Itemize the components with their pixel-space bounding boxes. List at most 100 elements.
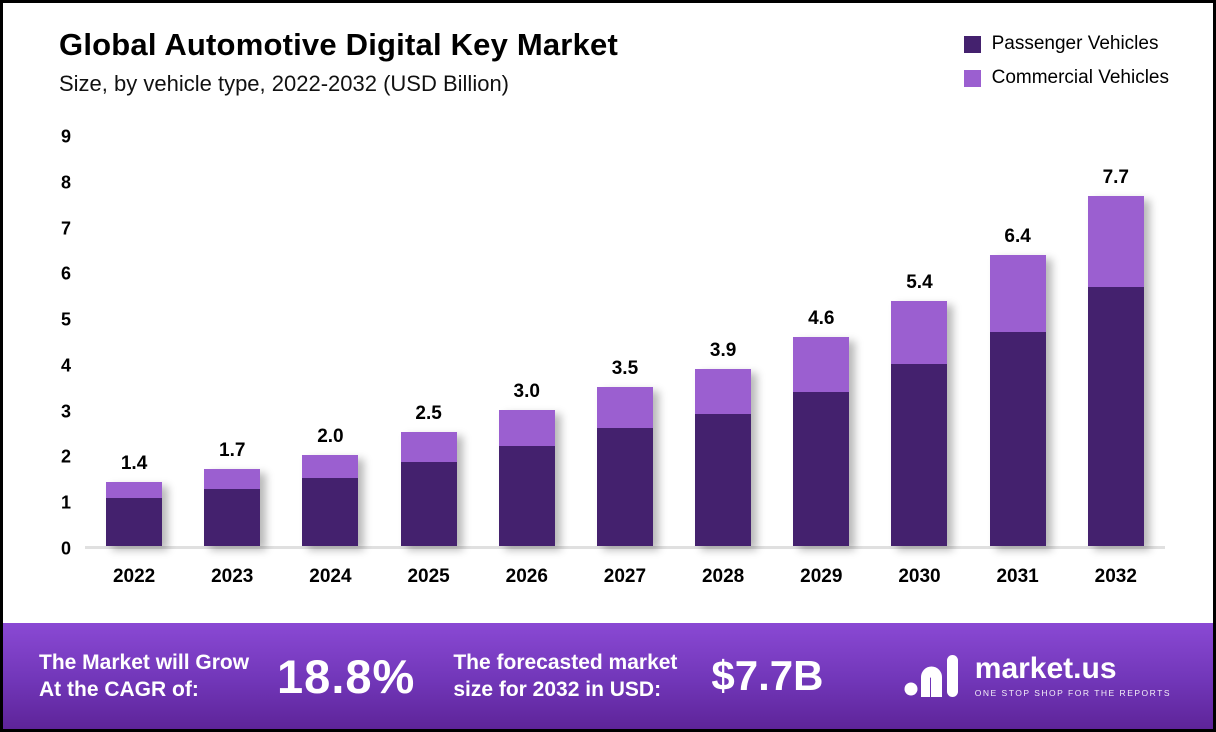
bar-segment-passenger bbox=[106, 498, 163, 546]
brand-block: market.us ONE STOP SHOP FOR THE REPORTS bbox=[904, 651, 1177, 702]
footer-banner: The Market will Grow At the CAGR of: 18.… bbox=[3, 623, 1213, 729]
stacked-bar bbox=[891, 300, 948, 546]
bar-segment-commercial bbox=[302, 455, 359, 478]
y-tick-label: 5 bbox=[60, 309, 71, 330]
cagr-value: 18.8% bbox=[277, 649, 416, 703]
y-tick-label: 3 bbox=[60, 401, 71, 422]
bar-segment-commercial bbox=[106, 482, 163, 499]
x-axis-label: 2029 bbox=[800, 566, 843, 587]
bar-group: 2.0 2024 bbox=[302, 137, 359, 587]
y-tick-label: 0 bbox=[60, 538, 71, 559]
bar-group: 3.5 2027 bbox=[596, 137, 653, 587]
plot-area: 1.4 2022 1.7 2023 2.0 2024 2.5 2025 3.0 2026 3.5 20… bbox=[85, 137, 1165, 587]
legend-swatch-passenger-icon bbox=[963, 35, 981, 53]
bar-total-label: 2.0 bbox=[317, 426, 344, 448]
stacked-bar bbox=[204, 468, 261, 546]
y-tick-label: 7 bbox=[60, 218, 71, 239]
legend-item-passenger: Passenger Vehicles bbox=[963, 33, 1169, 55]
bar-segment-passenger bbox=[498, 446, 555, 546]
stacked-bar bbox=[596, 386, 653, 546]
x-axis-label: 2030 bbox=[898, 566, 941, 587]
bar-segment-passenger bbox=[793, 391, 850, 546]
bar-segment-commercial bbox=[989, 255, 1046, 333]
bar-total-label: 1.4 bbox=[120, 453, 148, 475]
bar-segment-passenger bbox=[891, 364, 948, 546]
stacked-bar bbox=[498, 409, 555, 546]
bar-segment-passenger bbox=[989, 332, 1046, 546]
forecast-value: $7.7B bbox=[711, 652, 824, 699]
bar-group: 1.4 2022 bbox=[106, 137, 163, 587]
bar-segment-passenger bbox=[302, 477, 359, 546]
stacked-bar bbox=[989, 255, 1046, 546]
x-axis-label: 2031 bbox=[996, 566, 1039, 587]
bar-group: 7.7 2032 bbox=[1087, 137, 1144, 587]
y-tick-label: 6 bbox=[60, 263, 71, 284]
y-tick-label: 4 bbox=[60, 355, 71, 376]
bar-total-label: 6.4 bbox=[1004, 226, 1031, 248]
forecast-label-line1: The forecasted market bbox=[453, 650, 678, 674]
cagr-label-line2: At the CAGR of: bbox=[39, 678, 199, 701]
market-us-logo-icon bbox=[904, 651, 962, 702]
y-tick-label: 8 bbox=[60, 172, 71, 193]
stacked-bar bbox=[400, 432, 457, 546]
bar-segment-commercial bbox=[695, 368, 752, 415]
legend-label: Commercial Vehicles bbox=[991, 67, 1169, 88]
bar-total-label: 7.7 bbox=[1102, 167, 1129, 189]
page-subtitle: Size, by vehicle type, 2022-2032 (USD Bi… bbox=[59, 71, 510, 96]
bar-total-label: 5.4 bbox=[906, 271, 933, 293]
x-axis-label: 2023 bbox=[211, 566, 254, 587]
forecast-label: The forecasted market size for 2032 in U… bbox=[453, 649, 677, 704]
bar-segment-passenger bbox=[596, 427, 653, 546]
bar-group: 5.4 2030 bbox=[891, 137, 948, 587]
x-axis-label: 2024 bbox=[309, 566, 352, 587]
stacked-bar bbox=[106, 482, 163, 546]
chart-area: 0 1 2 3 4 5 6 7 8 9 1.4 2022 1.7 2023 2.0 2024 2.5 2025 3… bbox=[3, 127, 1213, 587]
brand-text: market.us ONE STOP SHOP FOR THE REPORTS bbox=[974, 654, 1171, 699]
bar-segment-commercial bbox=[1087, 196, 1144, 287]
bar-group: 4.6 2029 bbox=[793, 137, 850, 587]
page-title: Global Automotive Digital Key Market bbox=[59, 27, 618, 62]
stacked-bar bbox=[695, 368, 752, 546]
bar-segment-commercial bbox=[400, 432, 457, 462]
bar-total-label: 3.9 bbox=[709, 339, 737, 361]
bar-group: 2.5 2025 bbox=[400, 137, 457, 587]
stacked-bar bbox=[1087, 196, 1144, 546]
cagr-label: The Market will Grow At the CAGR of: bbox=[39, 649, 249, 704]
x-axis-label: 2026 bbox=[505, 566, 548, 587]
bar-segment-commercial bbox=[204, 468, 261, 490]
x-axis-label: 2032 bbox=[1094, 566, 1137, 587]
header: Global Automotive Digital Key Market Siz… bbox=[3, 3, 1213, 97]
bar-group: 3.9 2028 bbox=[695, 137, 752, 587]
legend-swatch-commercial-icon bbox=[963, 69, 981, 87]
stacked-bar bbox=[793, 336, 850, 546]
bar-segment-passenger bbox=[695, 414, 752, 546]
brand-tagline: ONE STOP SHOP FOR THE REPORTS bbox=[974, 688, 1171, 698]
x-axis-label: 2022 bbox=[112, 566, 156, 587]
bar-segment-passenger bbox=[1087, 286, 1144, 546]
bar-total-label: 3.0 bbox=[513, 380, 540, 402]
y-tick-label: 2 bbox=[60, 446, 71, 467]
bar-total-label: 2.5 bbox=[415, 403, 442, 425]
bar-group: 6.4 2031 bbox=[989, 137, 1046, 587]
bar-segment-commercial bbox=[596, 386, 653, 428]
legend-item-commercial: Commercial Vehicles bbox=[963, 67, 1169, 89]
legend-label: Passenger Vehicles bbox=[991, 33, 1159, 54]
bar-segment-commercial bbox=[498, 409, 555, 447]
bar-segment-commercial bbox=[793, 336, 850, 392]
bar-segment-passenger bbox=[400, 461, 457, 546]
x-axis-label: 2028 bbox=[701, 566, 745, 587]
y-tick-label: 9 bbox=[60, 126, 71, 147]
bar-group: 3.0 2026 bbox=[498, 137, 555, 587]
chart-legend: Passenger Vehicles Commercial Vehicles bbox=[963, 33, 1169, 89]
bar-total-label: 3.5 bbox=[611, 357, 639, 379]
bar-segment-commercial bbox=[891, 300, 948, 365]
bar-total-label: 4.6 bbox=[808, 307, 835, 329]
forecast-label-line2: size for 2032 in USD: bbox=[453, 678, 662, 701]
y-axis: 0 1 2 3 4 5 6 7 8 9 bbox=[41, 127, 85, 559]
y-tick-label: 1 bbox=[60, 492, 71, 513]
x-axis-label: 2025 bbox=[407, 566, 450, 587]
bar-segment-passenger bbox=[204, 489, 261, 546]
title-block: Global Automotive Digital Key Market Siz… bbox=[59, 27, 618, 97]
bar-group: 1.7 2023 bbox=[204, 137, 261, 587]
